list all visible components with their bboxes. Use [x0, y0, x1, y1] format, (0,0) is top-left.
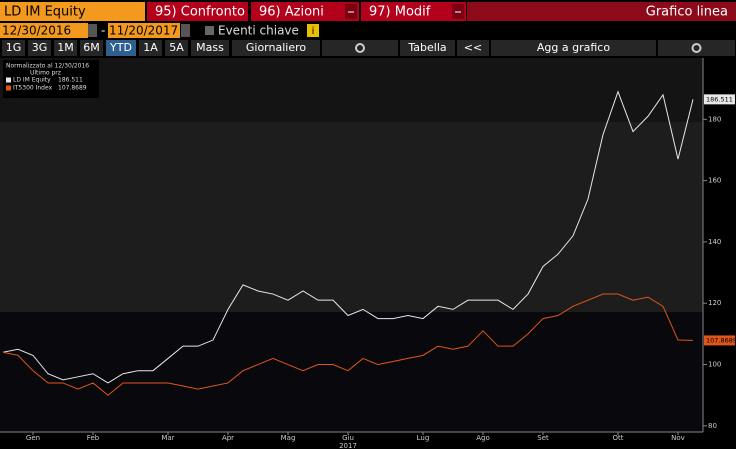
events-checkbox[interactable]: [205, 26, 214, 35]
x-tick-label: Apr: [222, 434, 234, 442]
x-tick-label: Nov: [671, 434, 685, 442]
calendar-icon[interactable]: [181, 24, 190, 37]
range-label: 1G: [6, 41, 22, 54]
table-button-label: Tabella: [407, 41, 446, 54]
plot-band: [0, 122, 703, 312]
x-year-label: 2017: [339, 442, 357, 449]
add-to-chart-button[interactable]: [491, 40, 656, 56]
legend-label: IT5300 Index: [13, 85, 53, 92]
range-label: 1A: [143, 41, 158, 54]
range-button[interactable]: [191, 40, 229, 56]
last-value-box: [704, 335, 735, 346]
y-tick-label: 80: [708, 422, 717, 430]
legend-swatch: [6, 77, 11, 83]
x-tick-label: Ago: [476, 434, 490, 442]
x-tick-label: Feb: [87, 434, 100, 442]
range-button[interactable]: [54, 40, 77, 56]
series-line: [2, 293, 694, 396]
back-button-label: <<: [464, 41, 482, 54]
events-label: Eventi chiave: [218, 24, 299, 38]
menu-button-label: 97) Modif: [369, 5, 431, 20]
range-button[interactable]: [106, 40, 136, 56]
range-label: YTD: [109, 41, 132, 54]
range-button[interactable]: [2, 40, 25, 56]
menu-button[interactable]: [147, 2, 248, 21]
y-tick-label: 140: [708, 238, 721, 246]
title-bar: [467, 2, 736, 21]
chart-style-icons[interactable]: [322, 40, 398, 56]
x-tick-label: Gen: [26, 434, 40, 442]
end-date: 11/20/2017: [109, 24, 178, 38]
legend-box: [3, 60, 99, 98]
legend-value: 186.511: [58, 77, 83, 84]
range-label: 6M: [83, 41, 100, 54]
last-value-label: 107.8689: [706, 336, 736, 344]
start-date: 12/30/2016: [2, 24, 71, 38]
info-icon: i: [312, 26, 315, 37]
range-button[interactable]: [139, 40, 162, 56]
menu-button[interactable]: [361, 2, 466, 21]
y-tick-label: 120: [708, 299, 721, 307]
add-to-chart-button-label: Agg a grafico: [537, 41, 610, 54]
plot-band: [0, 312, 703, 432]
legend-value: 107.8689: [58, 85, 87, 92]
legend-title: Normalizzato al 12/30/2016: [6, 63, 89, 70]
end-date-field[interactable]: [108, 23, 180, 38]
range-label: 1M: [57, 41, 74, 54]
legend-label: LD IM Equity: [13, 77, 51, 84]
range-button[interactable]: [80, 40, 103, 56]
menu-button-label: 95) Confronto: [155, 5, 245, 20]
range-button[interactable]: [165, 40, 188, 56]
x-tick-label: Ott: [613, 434, 624, 442]
security-field[interactable]: [0, 2, 145, 21]
function-title: Grafico linea: [646, 5, 728, 20]
calendar-icon[interactable]: [88, 24, 97, 37]
plot-band: [0, 58, 703, 122]
y-tick-label: 180: [708, 115, 721, 123]
settings-button-glyph: [691, 43, 702, 53]
range-label: 5A: [169, 41, 184, 54]
chart-style-icons-glyph: [355, 43, 365, 53]
security: LD IM Equity: [4, 5, 86, 20]
x-tick-label: Mag: [281, 434, 296, 442]
legend-swatch: [6, 85, 11, 91]
range-label: Mass: [196, 41, 224, 54]
x-tick-label: Giu: [342, 434, 354, 442]
x-tick-label: Lug: [417, 434, 430, 442]
start-date-field[interactable]: [0, 23, 88, 38]
back-button[interactable]: [457, 40, 489, 56]
info-button[interactable]: [307, 24, 319, 37]
menu-button-label: 96) Azioni: [259, 5, 324, 20]
menu-button[interactable]: [251, 2, 359, 21]
frequency-dropdown-label: Giornaliero: [246, 41, 307, 54]
last-value-box: [704, 94, 735, 105]
range-label: 3G: [32, 41, 48, 54]
frequency-dropdown[interactable]: [232, 40, 320, 56]
last-value-label: 186.511: [706, 95, 733, 103]
date-separator: -: [101, 24, 105, 38]
legend-subtitle: Ultimo prz: [30, 70, 61, 77]
y-tick-label: 160: [708, 177, 721, 185]
settings-button[interactable]: [658, 40, 735, 56]
x-tick-label: Mar: [161, 434, 174, 442]
series-line: [2, 90, 694, 384]
table-button[interactable]: [400, 40, 455, 56]
range-button[interactable]: [28, 40, 51, 56]
y-tick-label: 100: [708, 361, 721, 369]
x-tick-label: Set: [537, 434, 549, 442]
